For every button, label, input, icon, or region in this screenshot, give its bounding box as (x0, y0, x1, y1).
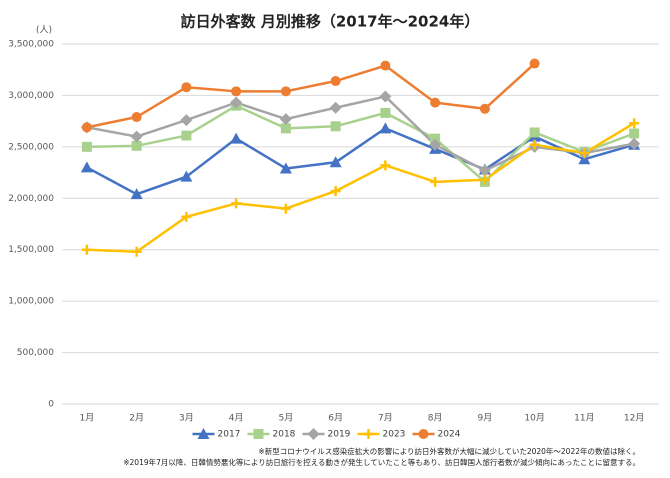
y-tick-label: 500,000 (17, 348, 54, 358)
marker (81, 122, 92, 133)
legend-marker (253, 429, 264, 439)
x-tick-label: 4月 (229, 413, 244, 424)
marker (478, 164, 491, 177)
legend-label: 2019 (328, 430, 351, 440)
marker (380, 160, 391, 171)
marker (279, 113, 292, 126)
marker (230, 132, 243, 144)
marker (181, 130, 192, 141)
marker (130, 188, 143, 200)
marker (629, 128, 640, 139)
legend-item: 2019 (302, 428, 351, 440)
marker (231, 198, 242, 209)
marker (429, 138, 442, 151)
marker (529, 127, 540, 138)
chart-title: 訪日外客数 月別推移（2017年～2024年） (181, 13, 480, 31)
legend-item: 2018 (247, 429, 296, 440)
y-tick-label: 1,000,000 (8, 297, 54, 307)
marker (230, 96, 243, 109)
x-tick-label: 8月 (428, 413, 443, 424)
marker (180, 170, 193, 182)
legend-marker (363, 429, 374, 439)
marker (430, 133, 441, 144)
marker (131, 112, 142, 123)
legend-marker (307, 428, 320, 440)
x-tick-label: 6月 (328, 413, 343, 424)
marker (131, 140, 142, 151)
marker (80, 161, 93, 173)
legend-label: 2017 (218, 430, 241, 440)
marker (81, 244, 92, 255)
series-line (86, 104, 635, 184)
marker (280, 86, 291, 97)
marker (180, 114, 193, 127)
marker (279, 162, 292, 174)
marker (430, 97, 441, 108)
marker (529, 139, 540, 150)
marker (181, 82, 192, 93)
marker (379, 90, 392, 103)
marker (629, 118, 640, 129)
marker (380, 60, 391, 71)
marker (430, 176, 441, 187)
x-tick-label: 5月 (279, 413, 294, 424)
x-tick-label: 2月 (129, 413, 144, 424)
marker (329, 156, 342, 168)
y-tick-label: 3,500,000 (8, 40, 54, 50)
marker (130, 130, 143, 143)
y-unit: (人) (36, 25, 52, 36)
x-tick-label: 9月 (478, 413, 493, 424)
marker (280, 203, 291, 214)
legend-label: 2023 (383, 430, 406, 440)
y-tick-label: 0 (48, 400, 54, 410)
x-tick-label: 3月 (179, 413, 194, 424)
legend-item: 2023 (357, 429, 406, 440)
marker (329, 101, 342, 114)
marker (579, 148, 590, 159)
marker (529, 58, 540, 69)
series-line (86, 62, 536, 129)
series-line (86, 95, 635, 172)
marker (231, 86, 242, 97)
marker (181, 211, 192, 222)
legend-marker (197, 428, 210, 439)
marker (380, 107, 391, 118)
marker (131, 246, 142, 257)
marker (479, 103, 490, 114)
legend-item: 2017 (192, 428, 241, 440)
x-tick-label: 1月 (80, 413, 95, 424)
series-line (86, 127, 635, 196)
legend-item: 2024 (412, 429, 461, 440)
footnote: ※新型コロナウイルス感染症拡大の影響により訪日外客数が大幅に減少していた2020… (258, 446, 640, 456)
marker (330, 76, 341, 87)
x-tick-label: 10月 (524, 413, 544, 424)
marker (81, 141, 92, 152)
x-tick-label: 11月 (574, 413, 594, 424)
x-tick-label: 12月 (624, 413, 644, 424)
marker (330, 121, 341, 132)
y-tick-label: 1,500,000 (8, 245, 54, 255)
marker (628, 137, 641, 150)
marker (280, 123, 291, 134)
marker (379, 122, 392, 134)
y-tick-label: 2,000,000 (8, 194, 54, 204)
footnote: ※2019年7月以降、日韓情勢悪化等により訪日旅行を控える動きが発生していたこと… (123, 457, 640, 467)
series-line (86, 122, 635, 254)
y-tick-label: 2,500,000 (8, 142, 54, 152)
x-tick-label: 7月 (378, 413, 393, 424)
marker (479, 174, 490, 185)
legend-label: 2018 (273, 430, 296, 440)
legend-label: 2024 (438, 430, 461, 440)
legend-marker (418, 429, 429, 439)
marker (330, 186, 341, 197)
y-tick-label: 3,000,000 (8, 91, 54, 101)
